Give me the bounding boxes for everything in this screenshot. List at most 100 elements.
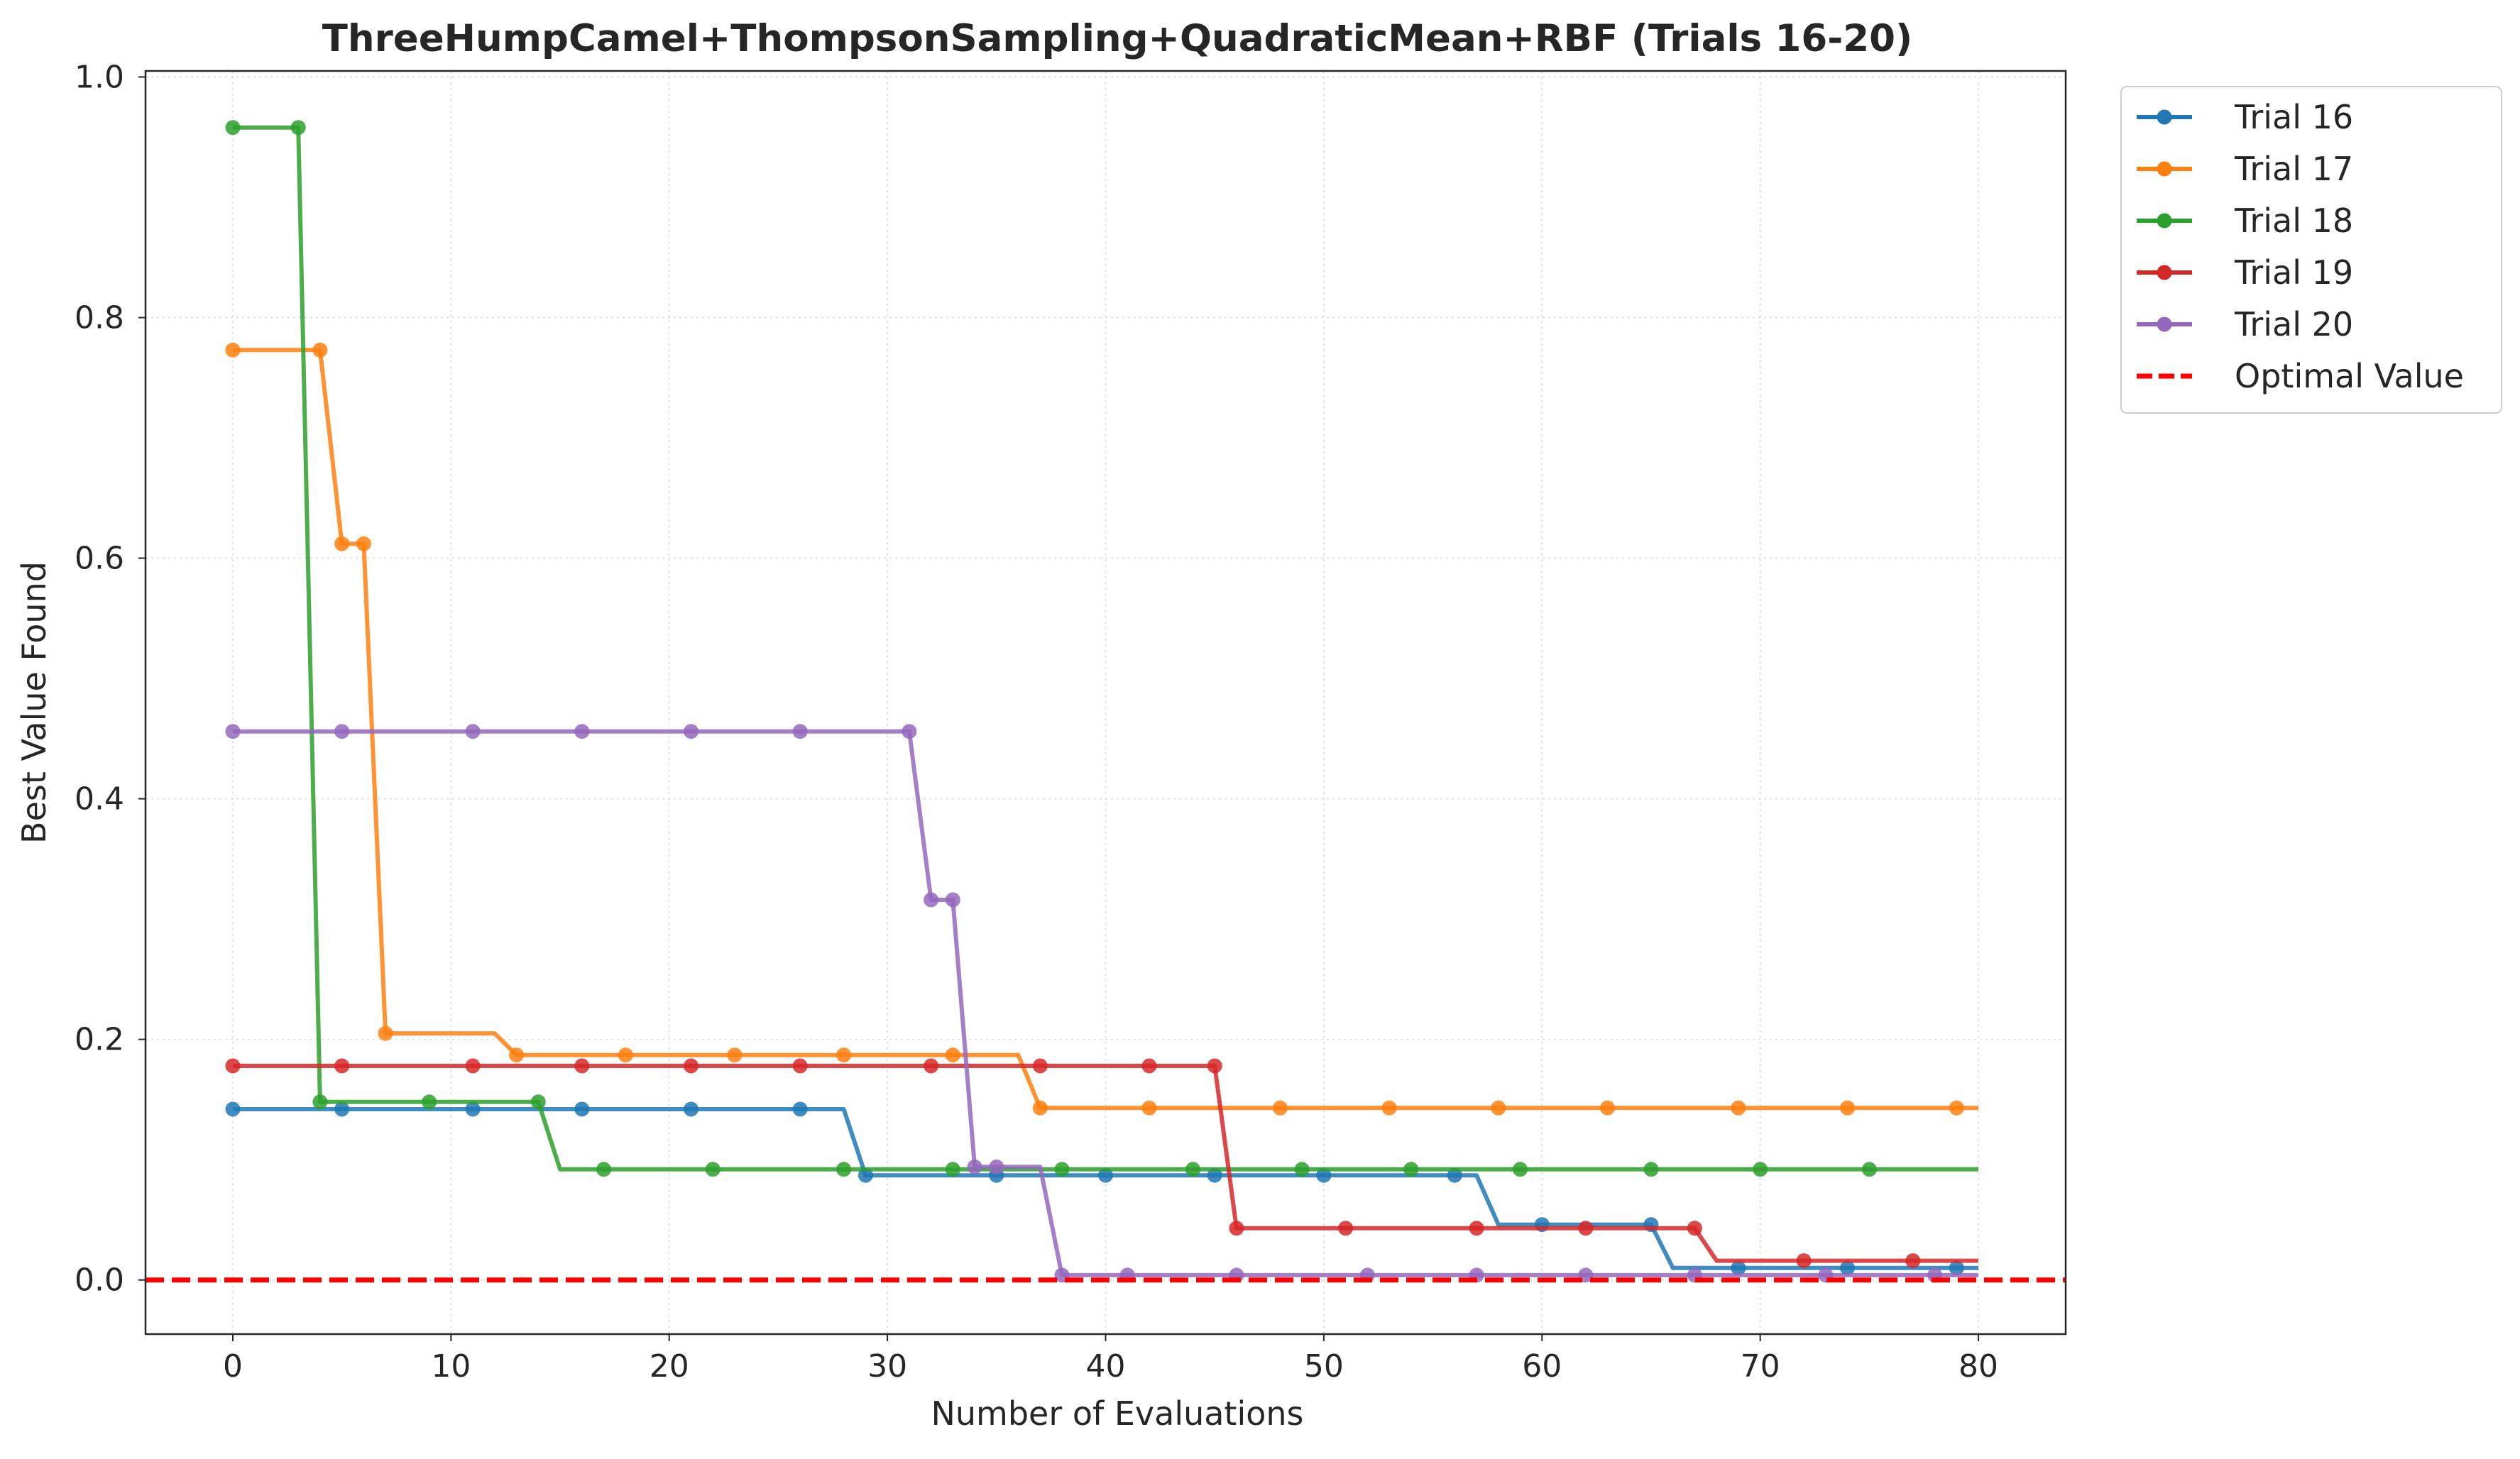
data-point (1032, 1100, 1048, 1116)
data-point (1185, 1162, 1200, 1177)
data-point (1381, 1100, 1397, 1116)
data-point (1731, 1100, 1746, 1116)
y-tick-label: 1.0 (75, 59, 124, 95)
legend-label: Trial 20 (2234, 305, 2353, 343)
data-point (1840, 1100, 1856, 1116)
series-line (233, 1107, 1978, 1270)
data-point (465, 724, 481, 739)
series-line (233, 1064, 1978, 1263)
data-point (465, 1101, 481, 1117)
data-point (225, 342, 241, 358)
legend-label: Optimal Value (2235, 357, 2464, 395)
data-point (967, 1159, 982, 1174)
data-point (530, 1094, 546, 1110)
x-axis-label: Number of Evaluations (931, 1394, 1303, 1433)
legend-label: Trial 19 (2234, 253, 2353, 292)
data-point (836, 1047, 852, 1063)
data-point (684, 724, 699, 739)
data-point (902, 724, 917, 739)
legend-marker-swatch (2157, 265, 2172, 280)
axis-ticks: 0 10 20 30 40 50 60 70 80 0.0 0.2 0.4 0.6 0.8 1.0 (75, 59, 1998, 1384)
y-tick-label: 0.8 (75, 300, 124, 336)
data-point (1753, 1162, 1768, 1177)
data-point (1905, 1253, 1921, 1269)
data-point (1796, 1253, 1812, 1269)
data-point (1643, 1162, 1659, 1177)
data-point (1447, 1167, 1462, 1183)
data-point (1316, 1167, 1332, 1183)
data-point (1491, 1100, 1506, 1116)
data-point (356, 536, 371, 551)
x-tick-label: 10 (431, 1348, 471, 1384)
data-point (1141, 1058, 1157, 1074)
data-point (334, 724, 350, 739)
data-point (684, 1101, 699, 1117)
data-point (924, 1058, 939, 1074)
data-point (924, 892, 939, 908)
series-trial-16 (225, 1101, 1978, 1276)
data-point (225, 724, 241, 739)
data-point (334, 1101, 350, 1117)
data-point (1403, 1162, 1419, 1177)
data-point (1578, 1221, 1594, 1236)
y-tick-label: 0.4 (75, 781, 124, 817)
data-point (574, 1058, 590, 1074)
data-point (378, 1025, 393, 1041)
data-point (1098, 1167, 1113, 1183)
data-point (705, 1162, 721, 1177)
data-point (312, 1094, 328, 1110)
data-point (290, 120, 306, 136)
data-point (596, 1162, 611, 1177)
x-tick-label: 80 (1959, 1348, 1998, 1384)
x-tick-label: 60 (1522, 1348, 1562, 1384)
legend: Trial 16 Trial 17 Trial 18 Trial 19 Trial 20… (2120, 86, 2502, 414)
data-point (1469, 1221, 1484, 1236)
data-point (312, 342, 328, 358)
data-point (574, 1101, 590, 1117)
data-point (945, 892, 960, 908)
data-point (509, 1047, 525, 1063)
data-point (422, 1094, 437, 1110)
data-point (792, 724, 808, 739)
legend-marker-swatch (2157, 316, 2172, 332)
data-point (1731, 1260, 1746, 1276)
y-tick-label: 0.2 (75, 1022, 124, 1058)
legend-label: Trial 16 (2234, 98, 2353, 136)
y-axis-label: Best Value Found (15, 561, 53, 844)
x-tick-label: 30 (867, 1348, 907, 1384)
data-point (225, 1101, 241, 1117)
data-point (684, 1058, 699, 1074)
series-line (233, 729, 1978, 1277)
data-point (1229, 1221, 1244, 1236)
data-point (1141, 1100, 1157, 1116)
y-tick-label: 0.6 (75, 541, 124, 577)
data-point (1840, 1260, 1856, 1276)
data-point (334, 536, 350, 551)
data-point (1687, 1221, 1702, 1236)
data-point (225, 1058, 241, 1074)
data-point (465, 1058, 481, 1074)
data-point (1294, 1162, 1310, 1177)
data-point (945, 1162, 960, 1177)
data-point (989, 1159, 1004, 1174)
series-trial-19 (225, 1058, 1978, 1269)
series-trial-20 (225, 724, 1978, 1283)
data-point (1861, 1162, 1877, 1177)
series-lines (225, 120, 1978, 1283)
data-point (1600, 1100, 1615, 1116)
data-point (1513, 1162, 1528, 1177)
data-point (618, 1047, 633, 1063)
data-point (1054, 1162, 1070, 1177)
data-point (334, 1058, 350, 1074)
data-point (1207, 1167, 1222, 1183)
data-point (1272, 1100, 1288, 1116)
legend-marker-swatch (2157, 109, 2172, 125)
data-point (1338, 1221, 1354, 1236)
data-point (574, 724, 590, 739)
legend-marker-swatch (2157, 213, 2172, 229)
x-tick-label: 50 (1304, 1348, 1344, 1384)
series-trial-17 (225, 342, 1978, 1116)
legend-label: Trial 18 (2234, 202, 2353, 240)
chart-title: ThreeHumpCamel+ThompsonSampling+Quadrati… (322, 17, 1913, 60)
